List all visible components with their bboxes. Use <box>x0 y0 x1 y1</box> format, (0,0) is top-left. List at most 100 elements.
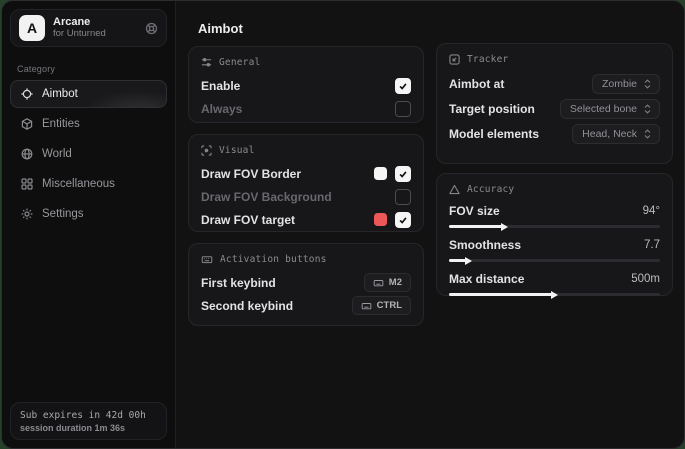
sidebar-item-label: Miscellaneous <box>42 178 115 190</box>
session-duration-text: session duration 1m 36s <box>20 422 126 433</box>
sidebar: A Arcane for Unturned Category <box>2 1 176 448</box>
sub-expires-text: Sub expires in 42d 00h <box>20 409 146 421</box>
focus-icon <box>201 145 212 156</box>
slider-fill <box>449 259 466 262</box>
aimbot-at-value: Zombie <box>601 77 637 90</box>
sidebar-nav: Aimbot Entities World <box>2 80 175 229</box>
subscription-card: Sub expires in 42d 00h session duration … <box>10 402 167 440</box>
app-logo: A <box>19 15 45 41</box>
slider-thumb[interactable] <box>464 256 472 265</box>
keyboard-icon <box>373 278 384 288</box>
main-panel: Aimbot General Enable Always <box>177 1 684 448</box>
check-icon <box>399 216 407 224</box>
activation-card-header: Activation buttons <box>201 254 411 265</box>
check-icon <box>399 82 407 90</box>
sidebar-item-label: Settings <box>42 208 84 220</box>
fov-target-color-swatch[interactable] <box>374 213 387 226</box>
first-keybind-label: First keybind <box>201 275 276 290</box>
sidebar-item-settings[interactable]: Settings <box>10 200 167 228</box>
max-distance-row: Max distance 500m <box>449 269 660 289</box>
brand-card: A Arcane for Unturned <box>10 9 167 47</box>
tracker-card-header: Tracker <box>449 54 660 65</box>
fov-size-label: FOV size <box>449 204 500 218</box>
activation-card-title: Activation buttons <box>220 254 327 265</box>
chevrons-up-down-icon <box>643 78 652 89</box>
sidebar-item-aimbot[interactable]: Aimbot <box>10 80 167 108</box>
lifebuoy-icon[interactable] <box>145 22 158 35</box>
fov-size-row: FOV size 94° <box>449 201 660 221</box>
first-keybind-value: M2 <box>388 277 402 288</box>
sidebar-item-miscellaneous[interactable]: Miscellaneous <box>10 170 167 198</box>
slider-thumb[interactable] <box>500 222 508 231</box>
fov-target-label: Draw FOV target <box>201 212 296 227</box>
second-keybind-row: Second keybind CTRL <box>201 294 411 317</box>
general-card: General Enable Always <box>188 46 424 123</box>
target-position-label: Target position <box>449 101 535 116</box>
sidebar-item-label: Entities <box>42 118 80 130</box>
target-position-row: Target position Selected bone <box>449 96 660 121</box>
fov-background-row: Draw FOV Background <box>201 185 411 208</box>
always-label: Always <box>201 101 243 116</box>
general-card-header: General <box>201 57 411 68</box>
target-position-select[interactable]: Selected bone <box>559 98 660 119</box>
always-row: Always <box>201 97 411 120</box>
first-keybind-row: First keybind M2 <box>201 271 411 294</box>
second-keybind-button[interactable]: CTRL <box>351 296 411 315</box>
accuracy-card-header: Accuracy <box>449 184 660 195</box>
visual-card-title: Visual <box>219 145 255 156</box>
aimbot-at-select[interactable]: Zombie <box>591 73 660 94</box>
aimbot-at-row: Aimbot at Zombie <box>449 71 660 96</box>
fov-target-controls <box>374 211 411 228</box>
model-elements-label: Model elements <box>449 126 540 141</box>
slider-fill <box>449 293 553 296</box>
sidebar-item-world[interactable]: World <box>10 140 167 168</box>
check-icon <box>399 170 407 178</box>
fov-size-slider[interactable] <box>449 222 660 231</box>
always-checkbox[interactable] <box>395 100 411 117</box>
tracker-card-title: Tracker <box>467 54 509 65</box>
second-keybind-value: CTRL <box>376 300 402 311</box>
max-distance-label: Max distance <box>449 272 525 286</box>
model-elements-select[interactable]: Head, Neck <box>572 123 660 144</box>
first-keybind-button[interactable]: M2 <box>363 273 411 292</box>
enable-row: Enable <box>201 74 411 97</box>
model-elements-value: Head, Neck <box>582 127 637 140</box>
brand-text: Arcane for Unturned <box>53 16 137 40</box>
enable-checkbox[interactable] <box>395 77 411 94</box>
target-position-value: Selected bone <box>569 102 637 115</box>
accuracy-card: Accuracy FOV size 94° Smoothness 7.7 <box>436 173 673 299</box>
visual-card-header: Visual <box>201 145 411 156</box>
sidebar-item-label: World <box>42 148 72 160</box>
triangle-icon <box>449 184 460 195</box>
crosshair-icon <box>21 88 33 100</box>
sidebar-item-entities[interactable]: Entities <box>10 110 167 138</box>
fov-size-value: 94° <box>642 205 660 217</box>
second-keybind-label: Second keybind <box>201 298 294 313</box>
brand-subtitle: for Unturned <box>53 27 106 39</box>
fov-border-checkbox[interactable] <box>395 165 411 182</box>
activation-card: Activation buttons First keybind M2 Seco… <box>188 243 424 326</box>
category-label: Category <box>17 64 56 74</box>
max-distance-slider[interactable] <box>449 290 660 299</box>
slider-thumb[interactable] <box>551 290 559 299</box>
sidebar-item-label: Aimbot <box>42 88 78 100</box>
model-elements-row: Model elements Head, Neck <box>449 121 660 146</box>
tracker-card: Tracker Aimbot at Zombie Target position… <box>436 43 673 164</box>
fov-target-checkbox[interactable] <box>395 211 411 228</box>
smoothness-slider[interactable] <box>449 256 660 265</box>
chevrons-up-down-icon <box>643 128 652 139</box>
gear-icon <box>21 208 33 220</box>
accuracy-card-title: Accuracy <box>467 184 515 195</box>
brand-name: Arcane <box>53 16 91 29</box>
fov-border-controls <box>374 165 411 182</box>
fov-border-color-swatch[interactable] <box>374 167 387 180</box>
globe-icon <box>21 148 33 160</box>
fov-border-row: Draw FOV Border <box>201 162 411 185</box>
fov-size-block: FOV size 94° <box>449 201 660 231</box>
fov-background-checkbox[interactable] <box>395 188 411 205</box>
aimbot-at-label: Aimbot at <box>449 76 505 91</box>
page-title: Aimbot <box>198 21 243 36</box>
keyboard-icon <box>361 301 372 311</box>
smoothness-row: Smoothness 7.7 <box>449 235 660 255</box>
